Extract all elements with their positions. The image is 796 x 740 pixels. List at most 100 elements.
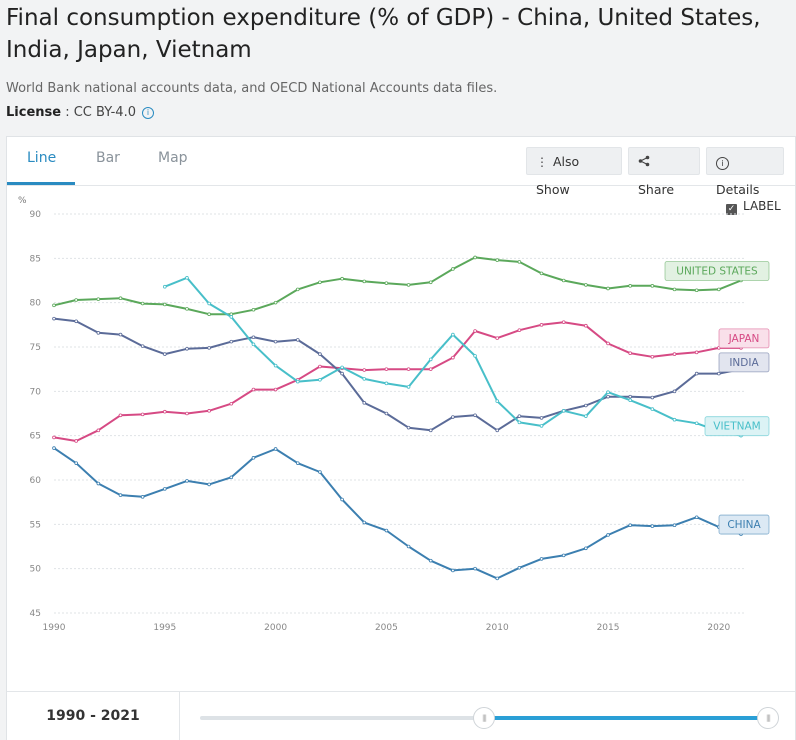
- data-point-vietnam-2014: [584, 414, 588, 418]
- year-slider-fill: [484, 716, 768, 720]
- data-point-vietnam-2015: [606, 390, 610, 395]
- data-point-united-states-1997: [207, 312, 211, 316]
- data-point-china-2005: [384, 528, 389, 533]
- checkbox-checked-icon[interactable]: ✓: [726, 204, 737, 215]
- data-point-china-1995: [163, 487, 167, 491]
- data-point-india-2018: [672, 389, 677, 394]
- data-point-united-states-2007: [428, 280, 433, 285]
- series-label-box-china: [718, 514, 770, 535]
- data-point-india-2001: [295, 338, 300, 342]
- chart-panel: Line Bar Map ⋮ Also Show Share i Details ✓…: [6, 136, 796, 740]
- data-point-united-states-2006: [406, 283, 411, 287]
- data-point-united-states-1994: [140, 301, 145, 306]
- data-point-china-1994: [140, 495, 145, 499]
- data-point-china-1990: [52, 446, 56, 450]
- data-point-china-2012: [539, 557, 544, 561]
- data-point-china-2015: [606, 533, 610, 537]
- data-point-china-2000: [273, 447, 278, 451]
- x-tick-label-2005: 2005: [375, 623, 398, 633]
- license-line: License : CC BY-4.0 i: [6, 105, 154, 120]
- vertical-dots-icon: ⋮: [536, 155, 548, 169]
- data-point-china-2018: [672, 523, 677, 528]
- x-tick-label-2020: 2020: [707, 623, 730, 633]
- data-point-japan-1990: [52, 435, 56, 440]
- data-point-india-2014: [584, 403, 588, 408]
- series-line-china: [53, 447, 742, 580]
- data-point-china-2007: [428, 558, 433, 563]
- series-label-china: CHINA: [727, 519, 761, 531]
- data-point-japan-2018: [672, 352, 677, 356]
- details-button[interactable]: i Details: [706, 147, 784, 197]
- y-tick-label-60: 60: [30, 476, 42, 486]
- data-point-china-2002: [318, 470, 322, 474]
- data-point-china-1993: [118, 493, 123, 497]
- data-point-japan-1995: [163, 409, 167, 414]
- year-range-label: 1990 - 2021: [7, 692, 180, 740]
- label-toggle[interactable]: ✓ LABEL: [726, 199, 781, 215]
- data-point-united-states-2016: [628, 284, 632, 288]
- details-label: Details: [716, 182, 760, 197]
- also-show-label: Also Show: [536, 154, 580, 197]
- data-point-japan-2015: [606, 341, 610, 346]
- info-icon[interactable]: i: [141, 107, 154, 119]
- data-point-vietnam-1997: [207, 301, 211, 306]
- data-point-india-2007: [428, 428, 433, 433]
- data-point-vietnam-2011: [517, 420, 522, 425]
- data-point-china-2008: [451, 568, 455, 573]
- data-point-vietnam-2010: [495, 399, 500, 403]
- data-point-vietnam-1995: [163, 284, 167, 289]
- series-label-united-states: UNITED STATES: [676, 266, 758, 278]
- data-point-china-1997: [207, 482, 211, 487]
- active-tab-underline: [7, 182, 75, 185]
- data-point-india-1994: [140, 344, 145, 348]
- license-label: License: [6, 105, 62, 120]
- series-line-india: [53, 317, 742, 432]
- data-point-united-states-1990: [52, 303, 56, 308]
- y-tick-label-45: 45: [30, 609, 41, 619]
- data-point-vietnam-2019: [694, 421, 699, 426]
- y-tick-label-75: 75: [30, 343, 41, 353]
- data-point-china-2014: [584, 546, 588, 551]
- data-point-united-states-2005: [384, 281, 389, 285]
- tab-bar[interactable]: Bar: [96, 150, 120, 166]
- data-point-united-states-2015: [606, 286, 610, 291]
- year-slider-start-handle[interactable]: |||: [473, 707, 495, 729]
- data-point-india-2006: [406, 425, 411, 430]
- x-tick-label-2000: 2000: [264, 623, 287, 633]
- tab-map[interactable]: Map: [158, 150, 188, 166]
- data-point-india-2019: [694, 371, 699, 376]
- data-point-japan-1997: [207, 409, 211, 413]
- data-point-india-2002: [318, 352, 322, 356]
- data-point-china-2004: [362, 520, 367, 525]
- data-point-united-states-2013: [561, 278, 566, 283]
- data-point-vietnam-2005: [384, 381, 389, 386]
- series-label-japan: JAPAN: [728, 333, 760, 345]
- data-point-china-2017: [650, 524, 655, 528]
- share-button[interactable]: Share: [628, 147, 700, 197]
- data-point-japan-2013: [561, 320, 566, 324]
- data-point-japan-2004: [362, 368, 367, 372]
- data-point-japan-2005: [384, 367, 389, 371]
- data-point-united-states-2008: [451, 267, 455, 271]
- data-point-china-2009: [473, 566, 477, 571]
- data-point-china-2011: [517, 565, 522, 570]
- data-point-vietnam-1996: [185, 276, 189, 280]
- data-point-japan-2009: [473, 329, 477, 333]
- data-point-united-states-2014: [584, 283, 588, 287]
- data-point-india-1991: [74, 319, 78, 324]
- info-circle-icon: i: [716, 157, 729, 170]
- tab-line[interactable]: Line: [27, 150, 57, 166]
- data-point-japan-1993: [118, 413, 123, 418]
- data-point-united-states-2009: [473, 255, 477, 260]
- year-slider-end-handle[interactable]: |||: [757, 707, 779, 729]
- data-point-india-2017: [650, 395, 655, 400]
- data-point-india-2020: [717, 371, 721, 376]
- x-tick-label-1995: 1995: [153, 623, 176, 633]
- data-point-united-states-1995: [163, 302, 167, 307]
- data-point-united-states-2001: [295, 287, 300, 292]
- data-point-india-1992: [96, 331, 101, 335]
- also-show-button[interactable]: ⋮ Also Show: [526, 147, 622, 197]
- data-point-united-states-2000: [273, 300, 278, 305]
- data-point-vietnam-2000: [273, 363, 278, 368]
- share-icon: [638, 155, 650, 167]
